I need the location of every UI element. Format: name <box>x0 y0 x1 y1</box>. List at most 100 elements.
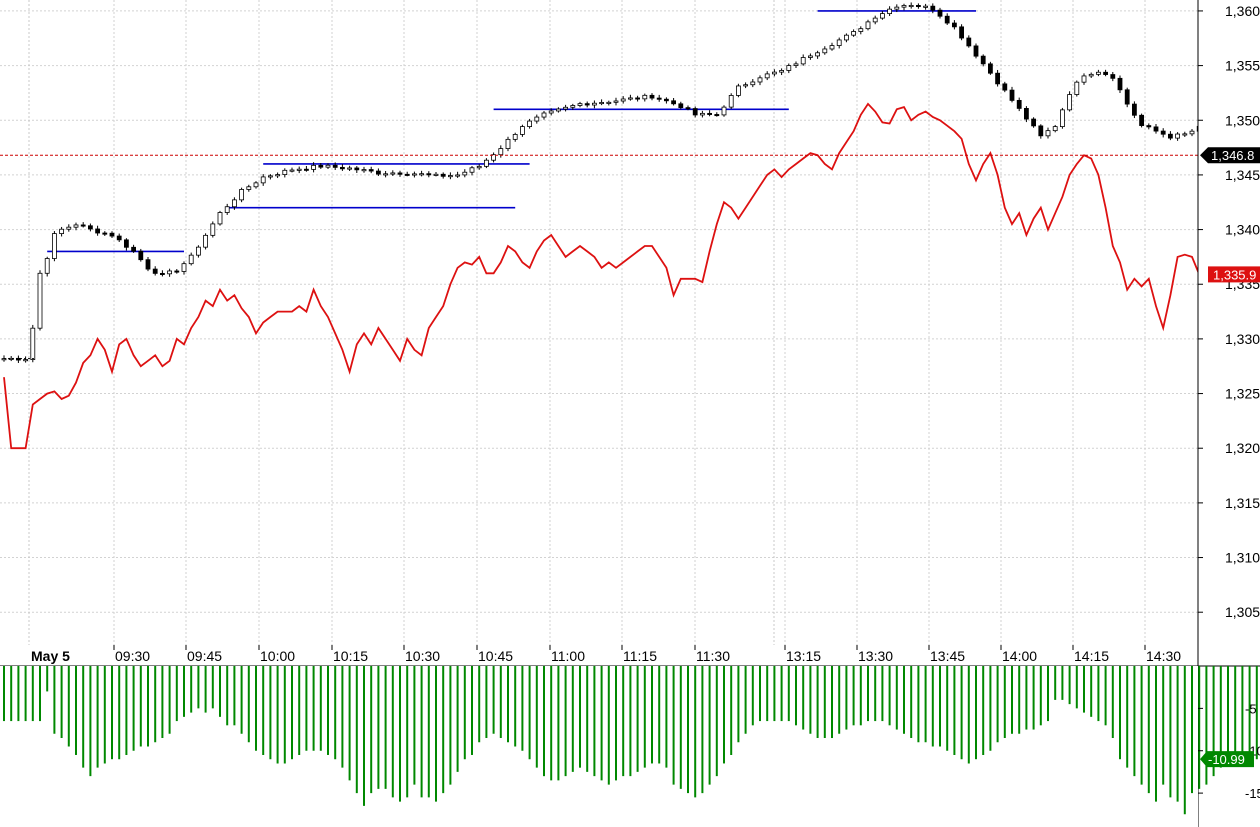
candle-126 <box>908 2 914 9</box>
red-series-label: 1,335.9 <box>1213 267 1256 282</box>
candle-36 <box>260 174 266 186</box>
candle-43 <box>311 162 317 173</box>
candle-93 <box>671 97 676 106</box>
candle-95 <box>685 105 691 111</box>
candle-131 <box>944 13 950 25</box>
candle-30 <box>217 210 223 226</box>
candle-13 <box>95 225 100 236</box>
candle-33 <box>239 187 245 203</box>
candle-122 <box>880 11 885 20</box>
last-price-tag <box>1200 147 1260 164</box>
y-tick-label-7: 1,340 <box>1225 222 1260 238</box>
candle-140 <box>1009 86 1015 103</box>
candle-9 <box>66 224 72 232</box>
x-tick-label-5: 10:45 <box>478 648 513 664</box>
candle-45 <box>325 163 331 170</box>
candle-164 <box>1182 131 1188 137</box>
candle-99 <box>714 112 720 117</box>
candle-50 <box>361 166 367 173</box>
candle-38 <box>275 172 281 179</box>
y-tick-label-2: 1,315 <box>1225 495 1260 511</box>
candle-49 <box>354 166 360 173</box>
candle-48 <box>347 165 353 171</box>
x-tick-label-6: 11:00 <box>551 648 585 664</box>
candle-52 <box>375 168 381 176</box>
x-tick-label-4: 10:30 <box>405 648 440 664</box>
candle-78 <box>563 104 568 112</box>
y-tick-label-11: 1,360 <box>1225 3 1260 19</box>
candle-151 <box>1088 72 1094 78</box>
candle-101 <box>728 93 734 109</box>
candle-76 <box>548 108 554 116</box>
candle-158 <box>1139 113 1144 128</box>
candle-54 <box>390 170 396 176</box>
candle-104 <box>750 79 756 88</box>
candle-65 <box>469 166 475 176</box>
lower-indicator-panel: -5-10-15-10.99 <box>0 666 1260 827</box>
candle-34 <box>246 184 252 192</box>
x-tick-label-8: 11:30 <box>696 648 730 664</box>
candle-72 <box>520 124 525 137</box>
candle-110 <box>793 61 799 68</box>
candle-125 <box>901 3 907 11</box>
candle-100 <box>721 105 727 117</box>
y-tick-label-5: 1,330 <box>1225 331 1260 347</box>
candle-44 <box>318 163 324 169</box>
candle-84 <box>606 100 612 106</box>
x-axis-band <box>0 645 1260 666</box>
candle-7 <box>52 231 57 262</box>
candle-156 <box>1124 87 1130 108</box>
candle-134 <box>966 35 972 48</box>
candle-130 <box>937 7 943 19</box>
candle-105 <box>757 75 763 86</box>
candle-25 <box>181 261 187 275</box>
x-tick-label-9: 13:15 <box>786 648 821 664</box>
candle-66 <box>476 164 482 170</box>
x-tick-label-7: 11:15 <box>623 648 657 664</box>
candle-74 <box>534 114 540 124</box>
x-tick-label-0: 09:30 <box>115 648 150 664</box>
candle-18 <box>131 244 137 253</box>
x-tick-label-11: 13:45 <box>930 648 965 664</box>
candle-163 <box>1175 132 1180 141</box>
candle-138 <box>995 69 1000 87</box>
candle-59 <box>426 171 432 178</box>
candle-73 <box>527 118 532 129</box>
candle-24 <box>174 269 180 274</box>
candle-112 <box>808 53 813 60</box>
candle-115 <box>829 42 835 51</box>
candle-142 <box>1024 106 1029 123</box>
candle-154 <box>1110 71 1116 82</box>
candle-92 <box>664 97 669 104</box>
candle-14 <box>102 231 108 236</box>
candlesticks <box>1 2 1216 363</box>
candle-46 <box>332 162 338 170</box>
candle-63 <box>455 171 461 178</box>
candle-35 <box>253 181 259 189</box>
candle-61 <box>440 172 446 179</box>
y-tick-label-3: 1,320 <box>1225 440 1260 456</box>
red-series-tag <box>1208 266 1260 283</box>
candle-148 <box>1067 91 1072 112</box>
candle-144 <box>1038 124 1044 139</box>
candle-86 <box>620 96 626 104</box>
candle-113 <box>815 50 820 59</box>
candle-119 <box>858 26 864 35</box>
last-price-label: 1,346.8 <box>1211 148 1254 163</box>
candle-20 <box>145 256 151 272</box>
y-axis-band <box>1198 0 1260 645</box>
candle-139 <box>1002 81 1008 93</box>
candle-28 <box>203 233 209 250</box>
candle-94 <box>678 101 684 110</box>
candle-70 <box>505 136 511 152</box>
candle-27 <box>195 245 201 258</box>
candle-96 <box>692 106 698 118</box>
candle-4 <box>30 324 36 363</box>
candle-123 <box>887 6 892 16</box>
candle-128 <box>923 3 928 10</box>
x-tick-label-2: 10:00 <box>260 648 295 664</box>
candle-155 <box>1117 75 1123 94</box>
candle-5 <box>37 270 43 331</box>
candle-71 <box>512 132 518 142</box>
